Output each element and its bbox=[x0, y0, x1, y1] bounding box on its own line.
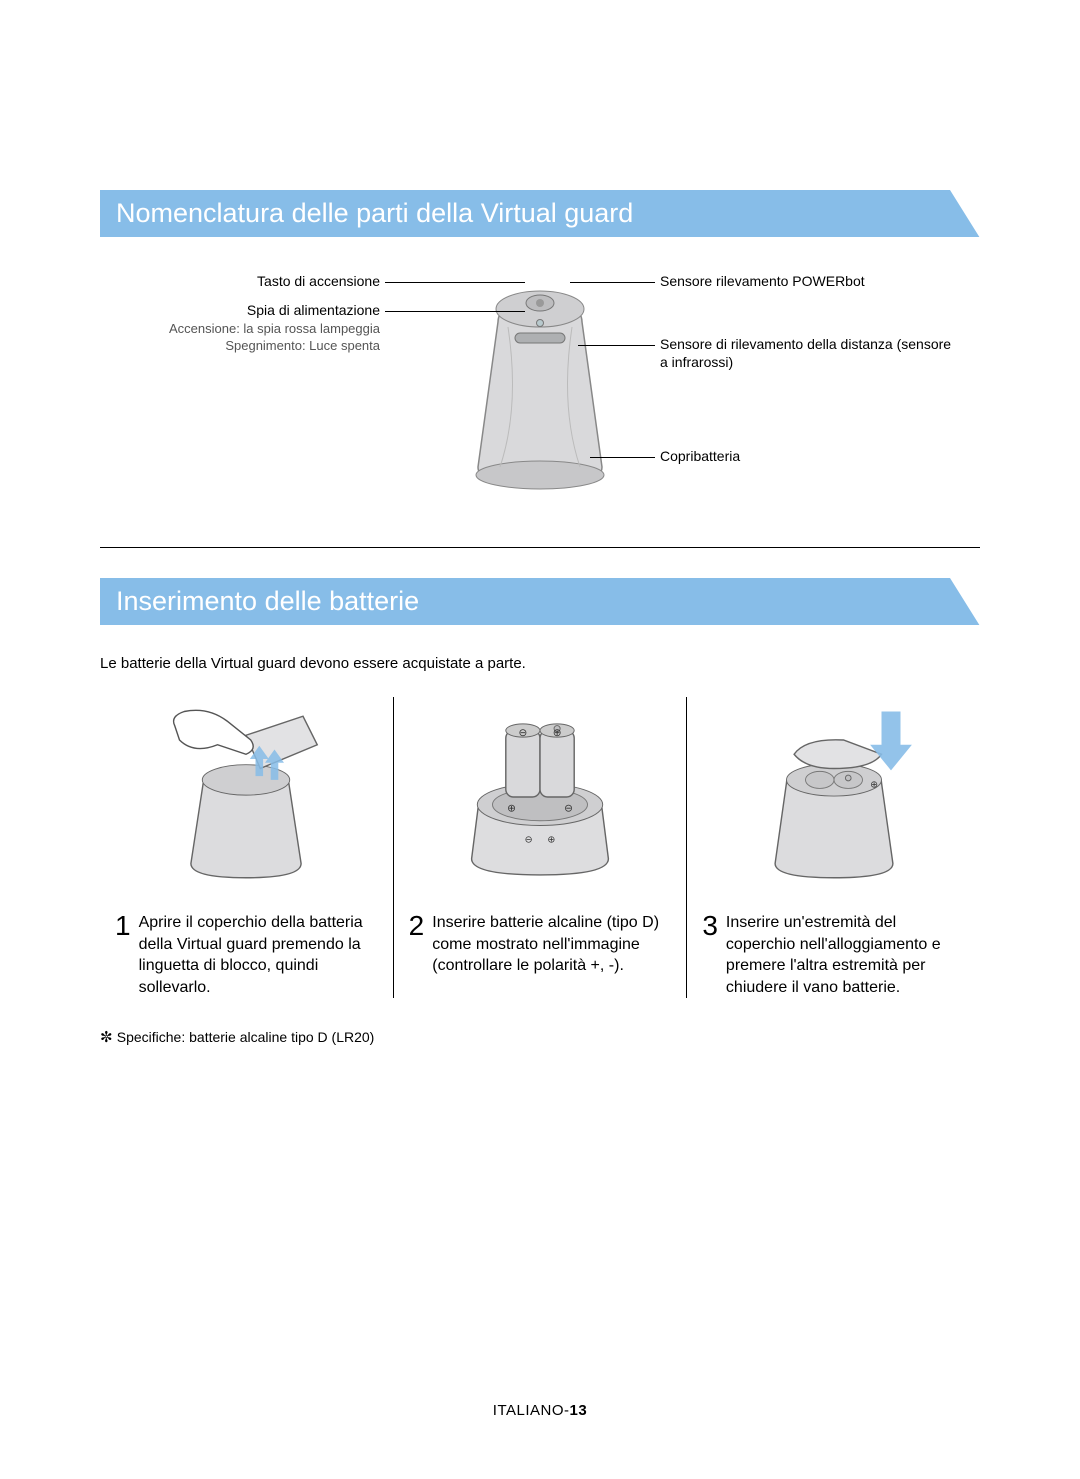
battery-specs: ✼ Specifiche: batterie alcaline tipo D (… bbox=[100, 1028, 980, 1046]
callout-sublabel: Accensione: la spia rossa lampeggiaSpegn… bbox=[100, 321, 380, 355]
step-1-body: 1 Aprire il coperchio della batteria del… bbox=[115, 912, 378, 998]
step-text: Aprire il coperchio della batteria della… bbox=[139, 912, 378, 998]
step-1-illustration-icon bbox=[115, 697, 378, 897]
step-number: 1 bbox=[115, 912, 131, 940]
page-footer: ITALIANO-13 bbox=[0, 1402, 1080, 1419]
leader-line bbox=[385, 282, 525, 283]
step-1: 1 Aprire il coperchio della batteria del… bbox=[100, 697, 393, 998]
reference-mark-icon: ✼ bbox=[100, 1029, 117, 1046]
svg-text:⊖: ⊖ bbox=[564, 803, 573, 814]
step-3-illustration-icon: ⊕ bbox=[702, 697, 965, 897]
callout-power-button: Tasto di accensione bbox=[100, 272, 380, 290]
section-title-2: Inserimento delle batterie bbox=[116, 586, 419, 616]
callout-label: Copribatteria bbox=[660, 447, 960, 465]
step-3-body: 3 Inserire un'estremità del coperchio ne… bbox=[702, 912, 965, 998]
svg-text:⊕: ⊕ bbox=[547, 835, 555, 846]
callout-battery-cover: Copribatteria bbox=[660, 447, 960, 465]
step-number: 2 bbox=[409, 912, 425, 940]
section-title-1: Nomenclatura delle parti della Virtual g… bbox=[116, 198, 633, 228]
leader-line bbox=[570, 282, 655, 283]
steps-row: 1 Aprire il coperchio della batteria del… bbox=[100, 697, 980, 998]
section-heading-batteries: Inserimento delle batterie bbox=[100, 578, 980, 625]
callout-label: Sensore di rilevamento della distanza (s… bbox=[660, 335, 960, 371]
leader-line bbox=[385, 311, 525, 312]
leader-line bbox=[578, 345, 655, 346]
divider bbox=[100, 547, 980, 548]
footer-lang: ITALIANO- bbox=[493, 1402, 570, 1419]
callout-power-led: Spia di alimentazione Accensione: la spi… bbox=[100, 301, 380, 355]
virtual-guard-diagram: Tasto di accensione Spia di alimentazion… bbox=[100, 267, 980, 517]
callout-ir-sensor: Sensore di rilevamento della distanza (s… bbox=[660, 335, 960, 371]
callout-label: Tasto di accensione bbox=[100, 272, 380, 290]
step-3: ⊕ 3 Inserire un'estremità del coperchio … bbox=[686, 697, 980, 998]
svg-text:⊖: ⊖ bbox=[519, 728, 528, 739]
footer-page: 13 bbox=[570, 1402, 588, 1419]
svg-text:⊕: ⊕ bbox=[553, 728, 562, 739]
battery-intro-text: Le batterie della Virtual guard devono e… bbox=[100, 655, 980, 672]
callout-label: Sensore rilevamento POWERbot bbox=[660, 272, 960, 290]
leader-line bbox=[590, 457, 655, 458]
virtual-guard-device-icon bbox=[450, 267, 630, 497]
callout-powerbot-sensor: Sensore rilevamento POWERbot bbox=[660, 272, 960, 290]
svg-text:⊕: ⊕ bbox=[507, 803, 516, 814]
step-2-body: 2 Inserire batterie alcaline (tipo D) co… bbox=[409, 912, 672, 977]
step-text: Inserire un'estremità del coperchio nell… bbox=[726, 912, 965, 998]
section-heading-nomenclature: Nomenclatura delle parti della Virtual g… bbox=[100, 190, 980, 237]
step-2: ⊖ ⊕ ⊕ ⊖ ⊖ ⊕ 2 Inserire batterie alcaline… bbox=[393, 697, 687, 998]
svg-text:⊖: ⊖ bbox=[525, 835, 533, 846]
step-2-illustration-icon: ⊖ ⊕ ⊕ ⊖ ⊖ ⊕ bbox=[409, 697, 672, 897]
svg-text:⊕: ⊕ bbox=[870, 780, 878, 791]
specs-text: Specifiche: batterie alcaline tipo D (LR… bbox=[117, 1029, 375, 1045]
step-text: Inserire batterie alcaline (tipo D) come… bbox=[432, 912, 671, 977]
step-number: 3 bbox=[702, 912, 718, 940]
callout-label: Spia di alimentazione bbox=[100, 301, 380, 319]
